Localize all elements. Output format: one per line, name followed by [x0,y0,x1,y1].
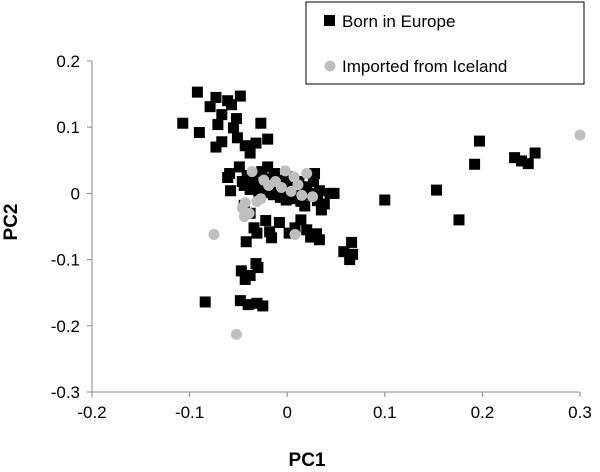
data-point-square [530,148,541,159]
data-point-square [245,148,256,159]
data-point-circle [239,211,250,222]
legend: Born in Europe Imported from Iceland [306,2,584,84]
data-point-square [346,237,357,248]
x-tick-label: 0.3 [568,403,592,422]
data-point-circle [307,191,318,202]
data-point-square [235,91,246,102]
data-point-circle [209,229,220,240]
data-point-square [474,136,485,147]
y-axis-title: PC2 [1,204,22,241]
data-point-square [212,119,223,130]
x-tick-label: 0.2 [471,403,495,422]
series-born-in-europe [177,87,540,312]
data-point-square [216,109,227,120]
data-point-circle [247,166,258,177]
data-point-square [299,200,310,211]
data-point-square [192,87,203,98]
x-axis-title: PC1 [289,450,326,471]
y-tick-label: -0.3 [51,383,80,402]
y-tick-label: 0.1 [56,118,80,137]
data-point-square [469,159,480,170]
data-point-square [200,296,211,307]
data-point-circle [296,190,307,201]
data-point-square [250,138,261,149]
x-tick-label: 0.1 [373,403,397,422]
data-point-square [210,92,221,103]
data-point-circle [290,229,301,240]
data-point-square [431,185,442,196]
data-point-square [295,214,306,225]
data-point-square [523,158,534,169]
data-point-circle [231,329,242,340]
data-point-circle [575,130,586,141]
data-point-square [257,300,268,311]
data-point-circle [292,179,303,190]
data-point-square [225,185,236,196]
x-tick-labels: -0.2 -0.1 0 0.1 0.2 0.3 [77,403,591,422]
data-point-square [216,136,227,147]
legend-marker-born-in-europe [324,15,335,26]
data-point-square [262,134,273,145]
data-point-square [241,236,252,247]
y-tick-labels: -0.3 -0.2 -0.1 0 0.1 0.2 [51,52,80,402]
x-tick-label: -0.2 [77,403,106,422]
legend-marker-imported-from-iceland [325,61,336,72]
data-point-square [274,217,285,228]
data-point-circle [276,182,287,193]
y-tick-label: -0.1 [51,251,80,270]
data-point-square [177,118,188,129]
data-point-square [453,214,464,225]
data-point-square [228,122,239,133]
data-point-square [255,118,266,129]
data-point-square [224,168,235,179]
x-tick-label: 0 [282,403,291,422]
y-tick-label: -0.2 [51,317,80,336]
data-point-square [379,195,390,206]
data-point-square [252,262,263,273]
legend-label-imported-from-iceland: Imported from Iceland [342,57,507,76]
axes [87,61,580,397]
data-point-square [347,249,358,260]
data-point-square [329,188,340,199]
data-points [177,87,585,340]
data-point-square [314,234,325,245]
data-point-square [194,127,205,138]
y-tick-label: 0.2 [56,52,80,71]
x-tick-label: -0.1 [175,403,204,422]
data-point-square [266,232,277,243]
data-point-square [260,215,271,226]
data-point-square [251,228,262,239]
data-point-square [319,198,330,209]
y-tick-label: 0 [71,184,80,203]
data-point-circle [255,193,266,204]
legend-label-born-in-europe: Born in Europe [342,12,455,31]
data-point-circle [301,168,312,179]
